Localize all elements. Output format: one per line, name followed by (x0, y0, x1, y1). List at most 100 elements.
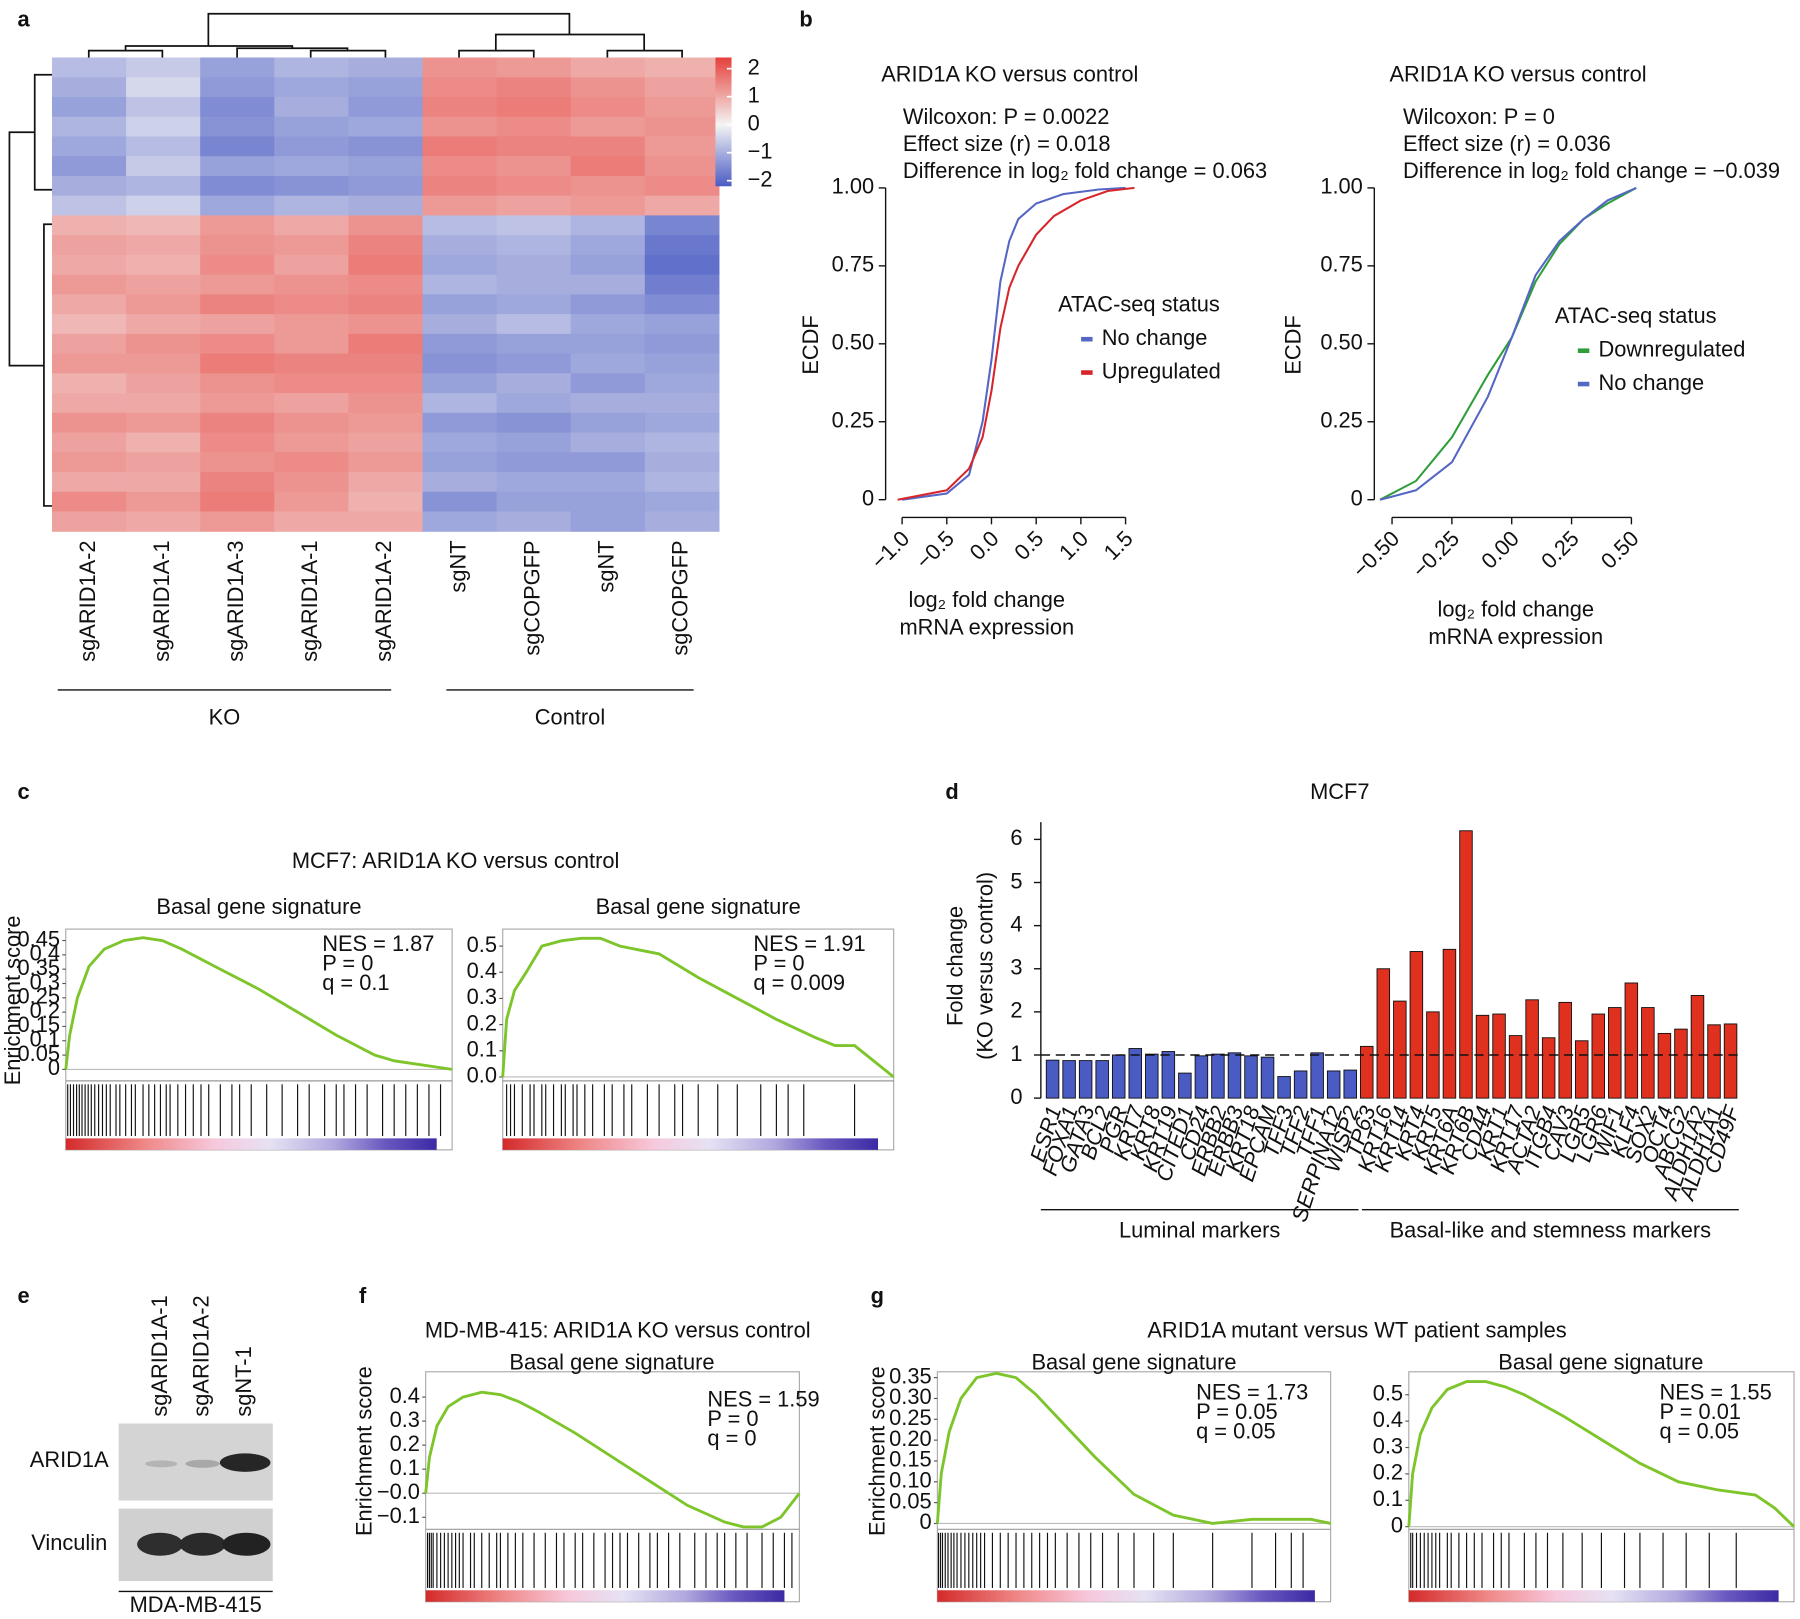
statistic: NES = 1.73 (1196, 1379, 1308, 1404)
heatmap-cell (422, 412, 498, 434)
heatmap-cell (570, 373, 646, 394)
heatmap-cell (200, 294, 275, 315)
y-axis-label: Enrichment score (0, 915, 25, 1085)
heatmap-cell (644, 294, 720, 315)
heatmap-cell (126, 432, 201, 453)
heatmap-cell (51, 294, 127, 315)
heatmap-cell (126, 254, 201, 276)
heatmap-cell (126, 215, 201, 236)
heatmap-cell (422, 274, 498, 295)
heatmap-cell (422, 77, 498, 98)
heatmap-cell (200, 195, 275, 216)
lane-label: sgARID1A-1 (147, 1295, 172, 1416)
annotation: Difference in log₂ fold change = −0.039 (1403, 158, 1780, 183)
heatmap-cell (51, 393, 127, 414)
heatmap-cell (51, 195, 127, 216)
heatmap-cell (644, 511, 720, 532)
bar (1475, 1014, 1490, 1099)
heatmap-cell (274, 432, 349, 453)
heatmap-cell (422, 511, 498, 532)
heatmap-cell (570, 57, 646, 78)
heatmap-cell (422, 472, 498, 493)
y-tick-label: 0.15 (889, 1447, 931, 1472)
heatmap-cell (422, 175, 498, 197)
panel-label: g (871, 1283, 884, 1308)
y-tick-label: 0 (862, 485, 874, 510)
heatmap-cell (126, 116, 201, 138)
y-tick-label: 0.5 (1373, 1381, 1403, 1406)
bar (1574, 1040, 1589, 1099)
bar (1492, 1013, 1506, 1099)
heatmap-cell (496, 156, 572, 177)
heatmap-cell (348, 274, 424, 295)
heatmap-cell (570, 491, 646, 513)
heatmap-cell (496, 314, 572, 335)
legend-label: No change (1599, 370, 1705, 395)
heatmap-cell (570, 116, 646, 138)
heatmap-cell (51, 136, 127, 157)
heatmap-cell (274, 511, 349, 532)
y-tick-label: 0.3 (390, 1407, 420, 1432)
group-label: Luminal markers (1119, 1217, 1280, 1242)
ecdf-line (1379, 186, 1637, 501)
heatmap-cell (348, 452, 424, 473)
bar (1194, 1055, 1209, 1099)
chart-title: ARID1A KO versus control (881, 62, 1138, 87)
plot-subtitle: Basal gene signature (1498, 1349, 1703, 1374)
y-tick-label: 0.10 (889, 1468, 931, 1493)
legend-label: Upregulated (1102, 358, 1221, 383)
heatmap-cell (570, 333, 646, 355)
heatmap-cell (200, 215, 275, 236)
y-axis-label: Fold change (943, 906, 968, 1026)
column-label: sgARID1A-2 (371, 540, 396, 661)
chart-title: ARID1A mutant versus WT patient samples (1147, 1317, 1566, 1342)
x-axis-label: log₂ fold change (1437, 596, 1594, 621)
y-tick-label: 0.05 (889, 1488, 931, 1513)
y-tick-label: 0 (1010, 1084, 1022, 1109)
heatmap-cell (51, 274, 127, 295)
statistic: q = 0.009 (753, 970, 845, 995)
panel-label: c (17, 779, 29, 804)
enrichment-curve (64, 936, 453, 1071)
chart-title: ARID1A KO versus control (1389, 62, 1646, 87)
heatmap-cell (51, 235, 127, 256)
heatmap-cell (644, 333, 720, 355)
heatmap-cell (644, 136, 720, 157)
y-tick-label: 2 (1010, 998, 1022, 1023)
heatmap-cell (570, 96, 646, 118)
heatmap-cell (348, 333, 424, 355)
enrichment-curve (1407, 1380, 1796, 1528)
heatmap-cell (274, 353, 349, 374)
heatmap-cell (422, 491, 498, 513)
heatmap-cell (644, 314, 720, 335)
heatmap-cell (570, 136, 646, 157)
heatmap-cell (570, 77, 646, 98)
y-tick-label: 0 (48, 1055, 60, 1080)
heatmap-cell (274, 195, 349, 216)
heatmap-cell (274, 96, 349, 118)
heatmap-cell (348, 136, 424, 157)
column-label: sgCOPGFP (668, 540, 693, 655)
legend-label: No change (1102, 325, 1208, 350)
heatmap-cell (126, 511, 201, 532)
x-tick-label: 0.25 (1536, 526, 1584, 574)
bar (1393, 1000, 1407, 1099)
statistic: P = 0 (753, 950, 804, 975)
y-tick-label: 0.15 (18, 1012, 60, 1037)
heatmap-cell (348, 511, 424, 532)
bar (1128, 1048, 1142, 1099)
heatmap-cell (274, 294, 349, 315)
y-tick-label: 0.3 (1373, 1433, 1403, 1458)
heatmap-cell (274, 314, 349, 335)
heatmap-cell (644, 96, 720, 118)
heatmap-cell (496, 333, 572, 355)
heatmap-cell (51, 432, 127, 453)
heatmap-cell (348, 491, 424, 513)
statistic: NES = 1.59 (707, 1386, 819, 1411)
plot-subtitle: Basal gene signature (596, 894, 801, 919)
y-tick-label: 0.1 (390, 1455, 420, 1480)
heatmap-cell (126, 136, 201, 157)
statistic: P = 0 (707, 1406, 758, 1431)
colorbar-tick-label: 1 (748, 82, 760, 107)
heatmap-cell (570, 452, 646, 473)
